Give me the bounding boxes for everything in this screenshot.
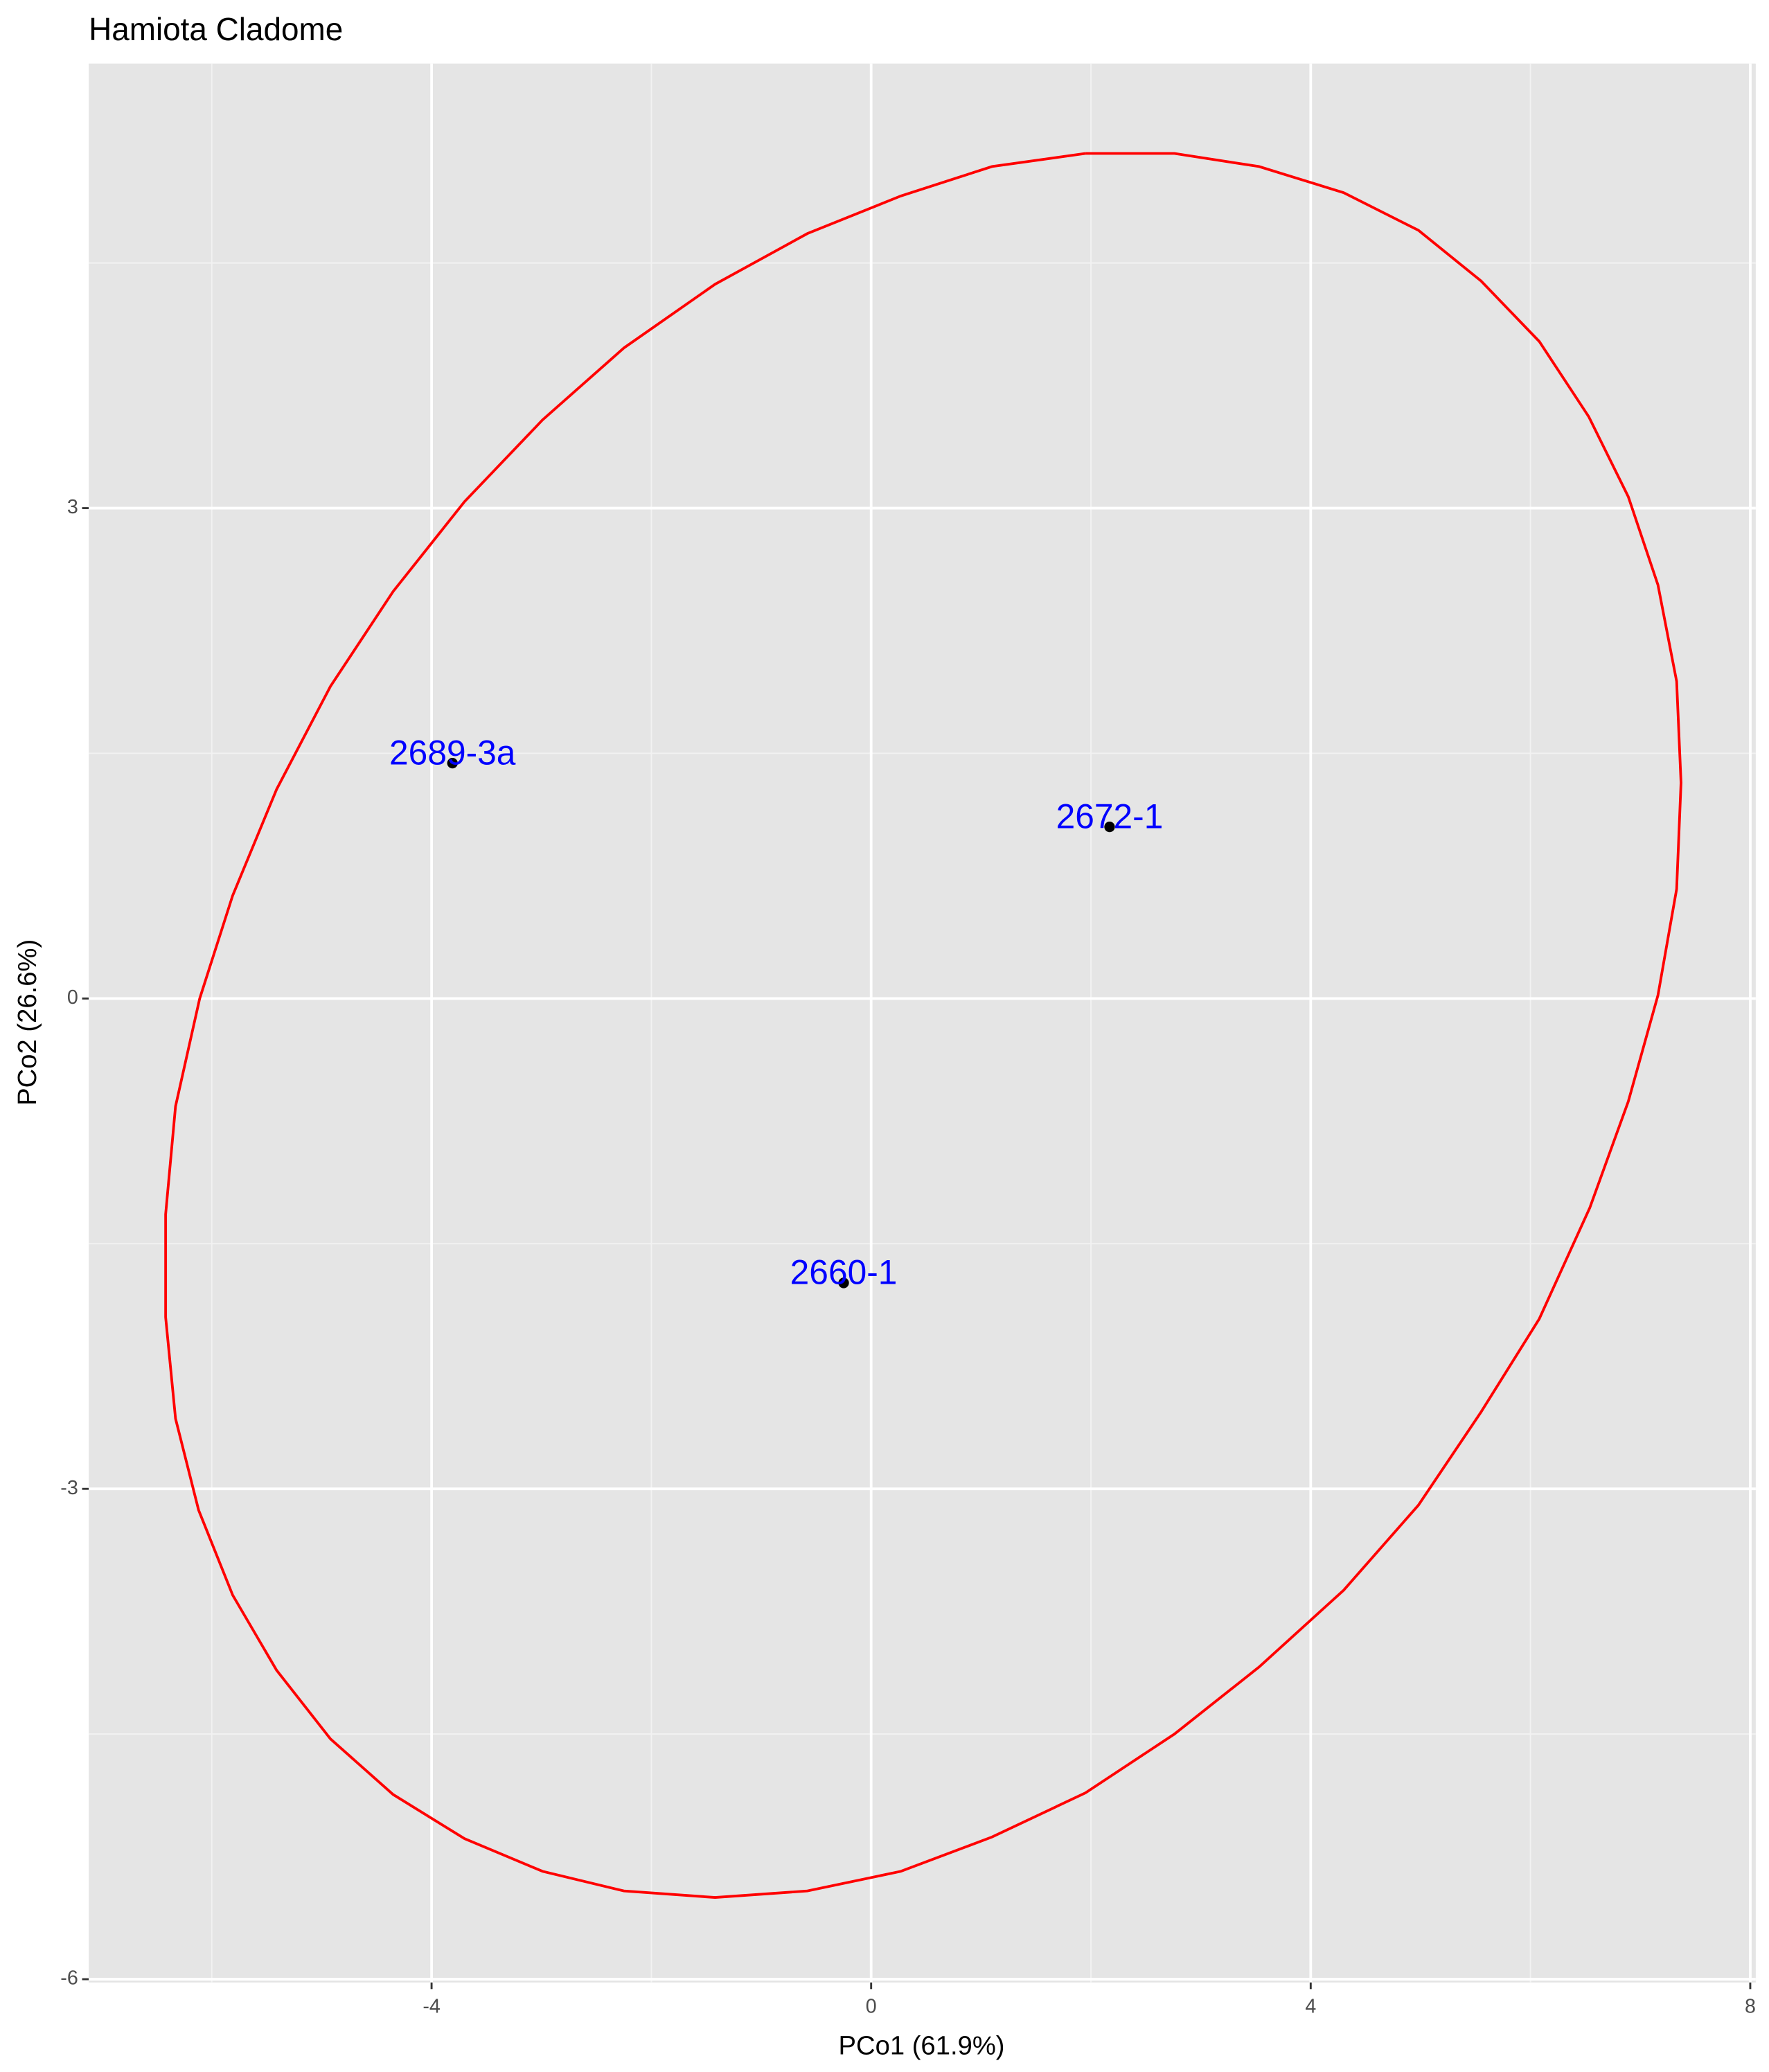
point [447,757,458,769]
point-label: 2660-1 [790,1253,898,1292]
point-label: 2689-3a [389,733,516,772]
y-axis-title: PCo2 (26.6%) [12,939,42,1106]
point [1104,821,1115,833]
x-tick-label: -4 [423,1996,441,2018]
y-tick-label: 0 [67,986,78,1009]
y-tick-label: -3 [60,1477,78,1499]
x-tick-label: 8 [1745,1996,1756,2018]
x-axis-title: PCo1 (61.9%) [839,2031,1005,2061]
y-tick-label: 3 [67,496,78,518]
point [838,1277,849,1289]
chart-title: Hamiota Cladome [89,11,343,47]
x-tick-label: 0 [866,1996,877,2018]
point-label: 2672-1 [1056,797,1164,835]
x-tick-label: 4 [1305,1996,1316,2018]
ellipse [164,152,1682,1899]
plot-panel [89,63,1756,1983]
y-tick-label: -6 [60,1967,78,1990]
